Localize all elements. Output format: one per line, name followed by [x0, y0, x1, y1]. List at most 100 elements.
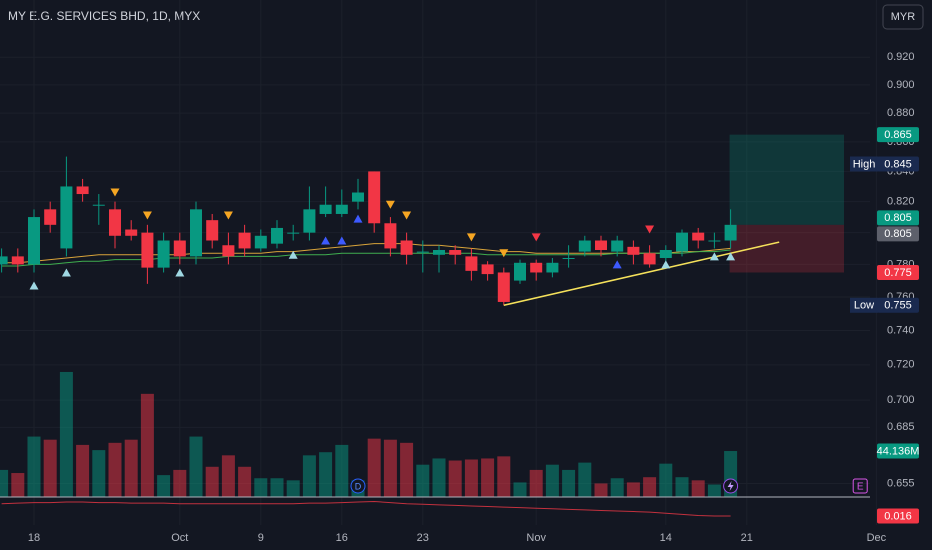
price-tag: 0.865 — [884, 129, 912, 141]
volume-bar — [367, 438, 381, 497]
volume-bar — [383, 439, 397, 497]
candle-body — [497, 272, 510, 302]
event-label: E — [857, 482, 864, 493]
candle-body — [595, 240, 607, 251]
price-caption: High — [853, 158, 876, 170]
signal-marker — [402, 211, 412, 220]
volume-bar — [335, 444, 349, 497]
signal-marker — [61, 268, 71, 277]
volume-bar — [270, 478, 284, 497]
volume-bar — [497, 456, 511, 497]
signal-marker — [612, 260, 622, 269]
x-tick-label: Oct — [171, 532, 188, 544]
candle-body — [724, 224, 737, 241]
volume-bar — [464, 459, 478, 497]
volume-bar — [173, 469, 187, 497]
candle-body — [400, 240, 413, 255]
price-tag-bg — [877, 226, 919, 242]
candle-body — [0, 256, 8, 265]
currency-button[interactable] — [882, 4, 924, 30]
y-tick-label: 0.920 — [887, 51, 915, 63]
indicator-tag: 0.016 — [884, 510, 912, 522]
volume-bar — [124, 439, 138, 497]
signal-marker — [661, 260, 671, 269]
candle-body — [287, 232, 300, 234]
volume-bar — [286, 480, 300, 497]
bolt-icon — [727, 481, 734, 491]
candle-body — [76, 186, 89, 195]
candle-body — [368, 171, 381, 224]
volume-bar — [610, 478, 624, 497]
candle-body — [627, 246, 640, 255]
volume-bar — [626, 482, 640, 497]
y-tick-label: 0.900 — [887, 79, 915, 91]
candle-body — [238, 232, 251, 249]
signal-marker — [142, 211, 152, 220]
y-tick-label: 0.740 — [887, 324, 915, 336]
volume-bar — [108, 442, 122, 497]
candle-body — [433, 250, 445, 255]
signal-marker — [110, 188, 120, 197]
signal-marker — [223, 211, 233, 220]
moving-average — [1, 249, 731, 267]
volume-bar — [594, 483, 608, 497]
event-icon — [350, 478, 366, 494]
candle-body — [173, 240, 186, 257]
signal-marker — [709, 252, 719, 261]
candle-body — [416, 251, 429, 253]
volume-bar — [221, 455, 235, 497]
signal-marker — [726, 252, 736, 261]
signal-marker — [353, 214, 363, 223]
x-tick-label: 9 — [258, 532, 264, 544]
candle-body — [514, 262, 526, 281]
trendline — [503, 241, 780, 307]
price-tag-bg — [877, 297, 919, 313]
moving-average — [1, 243, 731, 264]
signal-marker — [531, 233, 541, 242]
volume-bar — [238, 466, 252, 497]
event-icon — [852, 478, 868, 494]
volume-tag-bg — [877, 443, 919, 459]
candle-body — [659, 250, 672, 258]
candle-body — [546, 262, 559, 273]
volume-bar — [92, 450, 106, 497]
volume-bar — [416, 464, 430, 497]
candle-body — [60, 186, 73, 249]
volume-bar — [59, 371, 73, 497]
price-tag-bg — [877, 156, 919, 172]
candle-body — [44, 209, 57, 225]
volume-bar — [157, 475, 171, 497]
volume-bar — [189, 436, 203, 497]
candle-body — [676, 232, 688, 252]
price-caption-bg — [850, 156, 878, 172]
volume-tag: 44.136M — [877, 445, 920, 457]
candle-body — [141, 232, 154, 268]
volume-bar — [27, 436, 41, 497]
currency-label[interactable]: MYR — [891, 11, 916, 23]
volume-bar — [691, 480, 705, 497]
candle-body — [190, 209, 202, 257]
candle-body — [481, 264, 494, 275]
volume-bar — [513, 482, 527, 497]
candle-body — [530, 262, 543, 273]
volume-bar — [0, 469, 9, 497]
candle-body — [319, 204, 332, 214]
signal-marker — [385, 200, 395, 209]
y-tick-label: 0.655 — [887, 477, 915, 489]
price-tag-bg — [877, 127, 919, 143]
volume-bar — [400, 442, 414, 497]
candle-body — [384, 223, 397, 249]
volume-bar — [659, 463, 673, 497]
x-tick-label: Dec — [867, 532, 887, 544]
candle-body — [157, 240, 170, 268]
candle-body — [352, 192, 364, 202]
volume-bar — [529, 469, 543, 497]
volume-bar — [578, 462, 592, 497]
indicator-tag-bg — [877, 508, 919, 524]
candle-body — [206, 220, 219, 241]
candle-body — [303, 209, 316, 233]
candle-body — [222, 245, 235, 257]
signal-marker — [466, 233, 476, 242]
signal-marker — [288, 250, 298, 259]
